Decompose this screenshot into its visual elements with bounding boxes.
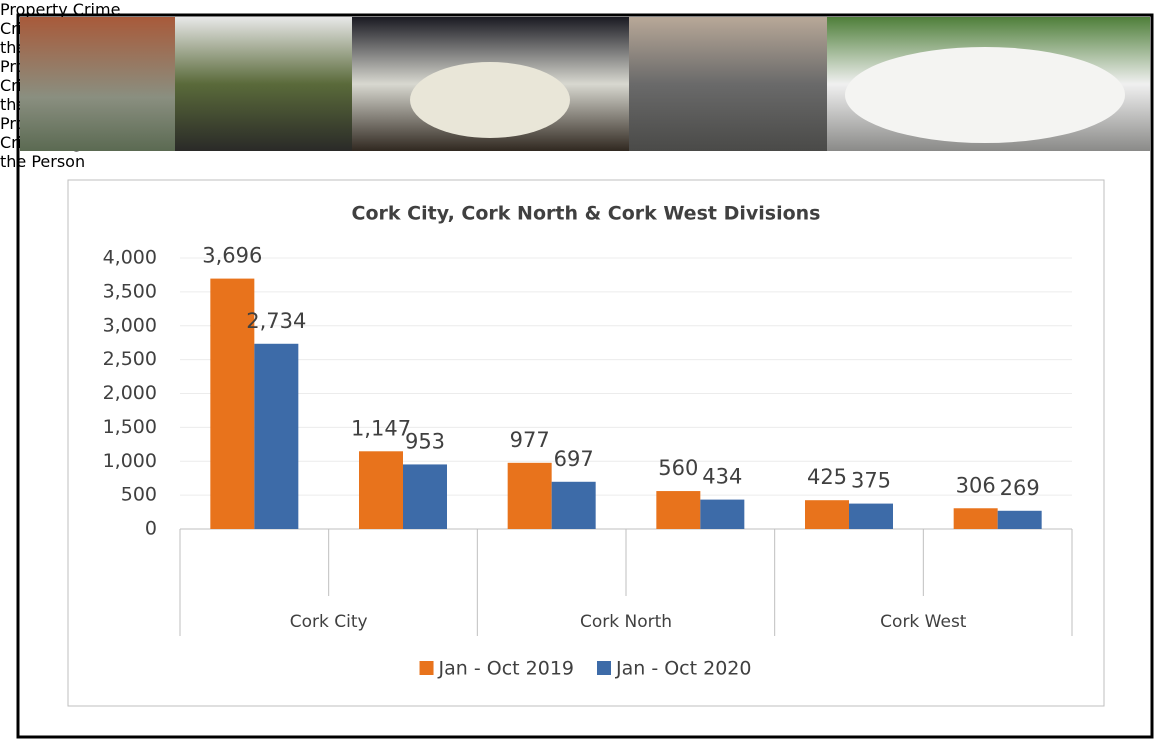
group-label: Cork City xyxy=(290,612,368,632)
photo xyxy=(629,17,827,151)
y-tick-label: 2,500 xyxy=(103,348,157,370)
value-label: 3,696 xyxy=(202,244,262,268)
y-tick-label: 0 xyxy=(145,518,157,540)
value-label: 269 xyxy=(1000,476,1040,500)
photo-car xyxy=(410,62,570,138)
bar xyxy=(656,491,701,529)
y-tick-label: 500 xyxy=(121,484,157,506)
bar xyxy=(805,500,849,529)
value-label: 434 xyxy=(702,465,742,489)
bar xyxy=(210,278,255,529)
y-tick-label: 1,500 xyxy=(103,416,157,438)
value-label: 697 xyxy=(554,447,594,471)
y-tick-label: 3,500 xyxy=(103,280,157,302)
bar xyxy=(359,451,403,529)
legend: Jan - Oct 2019 Jan - Oct 2020 xyxy=(419,658,751,680)
bar xyxy=(254,343,299,529)
bar xyxy=(700,499,745,529)
bar xyxy=(849,503,893,529)
bar xyxy=(997,510,1042,529)
bar xyxy=(403,464,447,529)
value-label: 425 xyxy=(807,465,847,489)
value-label: 2,734 xyxy=(246,309,306,333)
value-label: 375 xyxy=(851,469,891,493)
photo-strip xyxy=(20,17,1150,151)
value-label: 560 xyxy=(658,456,698,480)
value-label: 1,147 xyxy=(351,416,411,440)
value-label: 977 xyxy=(510,428,550,452)
bar xyxy=(551,481,596,529)
value-label: 306 xyxy=(956,473,996,497)
photo xyxy=(20,17,175,151)
legend-label: Jan - Oct 2020 xyxy=(615,658,751,680)
y-tick-label: 2,000 xyxy=(103,382,157,404)
y-tick-label: 1,000 xyxy=(103,450,157,472)
photo xyxy=(175,17,352,151)
chart-title: Cork City, Cork North & Cork West Divisi… xyxy=(352,203,821,225)
legend-swatch xyxy=(597,661,611,675)
bar xyxy=(507,462,552,529)
group-label: Cork North xyxy=(580,612,672,632)
value-label: 953 xyxy=(405,429,445,453)
photo-car xyxy=(845,47,1125,143)
legend-swatch xyxy=(419,661,434,675)
group-label: Cork West xyxy=(880,612,967,632)
bar xyxy=(953,508,998,529)
legend-label: Jan - Oct 2019 xyxy=(438,658,574,680)
y-tick-label: 4,000 xyxy=(103,247,157,269)
frame xyxy=(16,13,1154,739)
y-tick-label: 3,000 xyxy=(103,314,157,336)
